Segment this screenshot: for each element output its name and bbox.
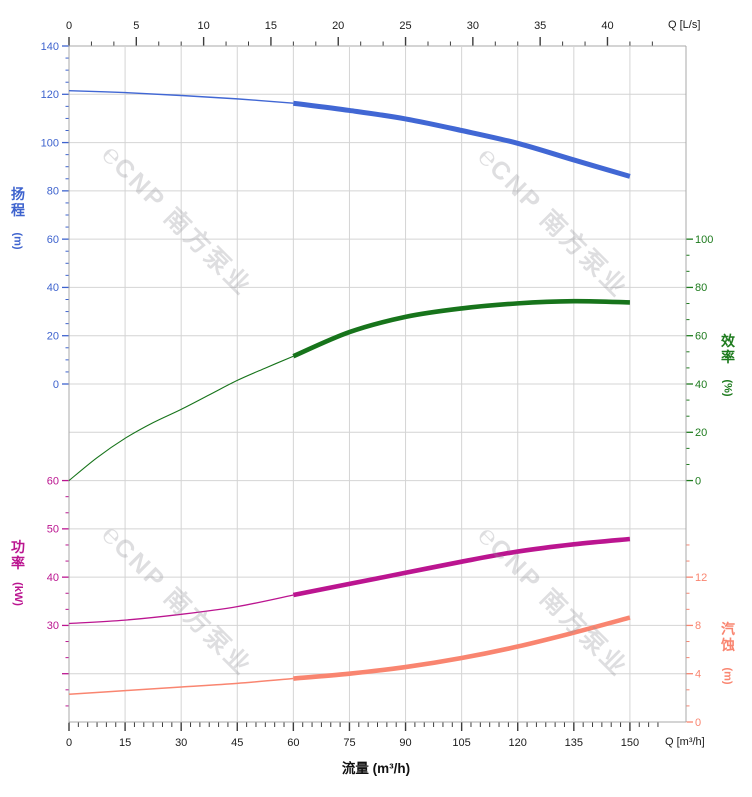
head-axis-unit: (m) (11, 232, 24, 250)
npsh-axis-title: 汽蚀 (m) (717, 621, 739, 694)
head-axis-tick-label: 80 (47, 186, 59, 198)
top-axis-tick-label: 25 (399, 20, 411, 32)
npsh-axis-tick-label: 8 (695, 620, 701, 632)
efficiency-axis-tick-label: 40 (695, 379, 707, 391)
power-axis-unit: (kW) (12, 582, 25, 606)
bottom-axis-tick-label: 0 (66, 737, 72, 749)
bottom-axis-tick-label: 135 (565, 737, 583, 749)
top-axis-tick-label: 5 (133, 20, 139, 32)
head-axis-title: 扬程 (m) (7, 186, 29, 259)
flow-axis-title: 流量 (m³/h) (341, 761, 411, 776)
npsh-axis-tick-label: 12 (695, 572, 707, 584)
efficiency-axis-tick-label: 80 (695, 282, 707, 294)
top-axis-tick-label: 0 (66, 20, 72, 32)
npsh-curve-thin (68, 677, 294, 695)
efficiency-axis-tick-label: 20 (695, 427, 707, 439)
top-axis-tick-label: 20 (332, 20, 344, 32)
head-curve-thin (68, 89, 294, 104)
bottom-axis-tick-label: 90 (399, 737, 411, 749)
efficiency-axis-title: 效率 (%) (717, 333, 739, 406)
head-curve-thick (293, 100, 631, 179)
power-axis-tick-label: 60 (47, 475, 59, 487)
head-axis-tick-label: 0 (53, 379, 59, 391)
npsh-curve-thick (293, 615, 631, 681)
efficiency-curve-thick (292, 298, 630, 359)
top-axis-tick-label: 40 (601, 20, 613, 32)
top-axis-tick-label: 30 (467, 20, 479, 32)
power-axis-tick-label: 30 (47, 620, 59, 632)
top-axis-tick-label: 10 (197, 20, 209, 32)
head-axis-tick-label: 40 (47, 282, 59, 294)
efficiency-curve-thin (68, 355, 294, 481)
bottom-axis-tick-label: 120 (509, 737, 527, 749)
bottom-axis-unit-label: Q [m³/h] (665, 736, 705, 748)
power-axis-tick-label: 40 (47, 572, 59, 584)
efficiency-axis-title-text: 效率 (721, 333, 735, 365)
head-axis-tick-label: 60 (47, 234, 59, 246)
efficiency-axis-unit: (%) (721, 379, 734, 397)
npsh-axis-title-text: 汽蚀 (721, 621, 735, 653)
power-axis-tick-label: 50 (47, 524, 59, 536)
npsh-axis-unit: (m) (721, 667, 734, 685)
power-curve-thick (292, 536, 631, 598)
bottom-axis-tick-label: 45 (231, 737, 243, 749)
top-axis-tick-label: 35 (534, 20, 546, 32)
npsh-axis-tick-label: 4 (695, 669, 701, 681)
head-axis-tick-label: 20 (47, 331, 59, 343)
top-axis-unit-label: Q [L/s] (668, 19, 701, 31)
efficiency-axis-tick-label: 0 (695, 475, 701, 487)
bottom-axis-tick-label: 15 (119, 737, 131, 749)
head-axis-tick-label: 100 (41, 137, 59, 149)
efficiency-axis-tick-label: 60 (695, 331, 707, 343)
bottom-axis-tick-label: 60 (287, 737, 299, 749)
bottom-axis-tick-label: 105 (452, 737, 470, 749)
power-axis-title: 功率 (kW) (7, 539, 29, 612)
top-axis-tick-label: 15 (265, 20, 277, 32)
bottom-axis-tick-label: 30 (175, 737, 187, 749)
bottom-axis-tick-label: 150 (621, 737, 639, 749)
power-curve-thin (68, 594, 294, 625)
head-axis-title-text: 扬程 (11, 186, 25, 218)
head-axis-tick-label: 120 (41, 89, 59, 101)
efficiency-axis-tick-label: 100 (695, 234, 713, 246)
bottom-axis-tick-label: 75 (343, 737, 355, 749)
head-axis-tick-label: 140 (41, 41, 59, 53)
npsh-axis-tick-label: 0 (695, 717, 701, 729)
power-axis-title-text: 功率 (11, 539, 25, 571)
